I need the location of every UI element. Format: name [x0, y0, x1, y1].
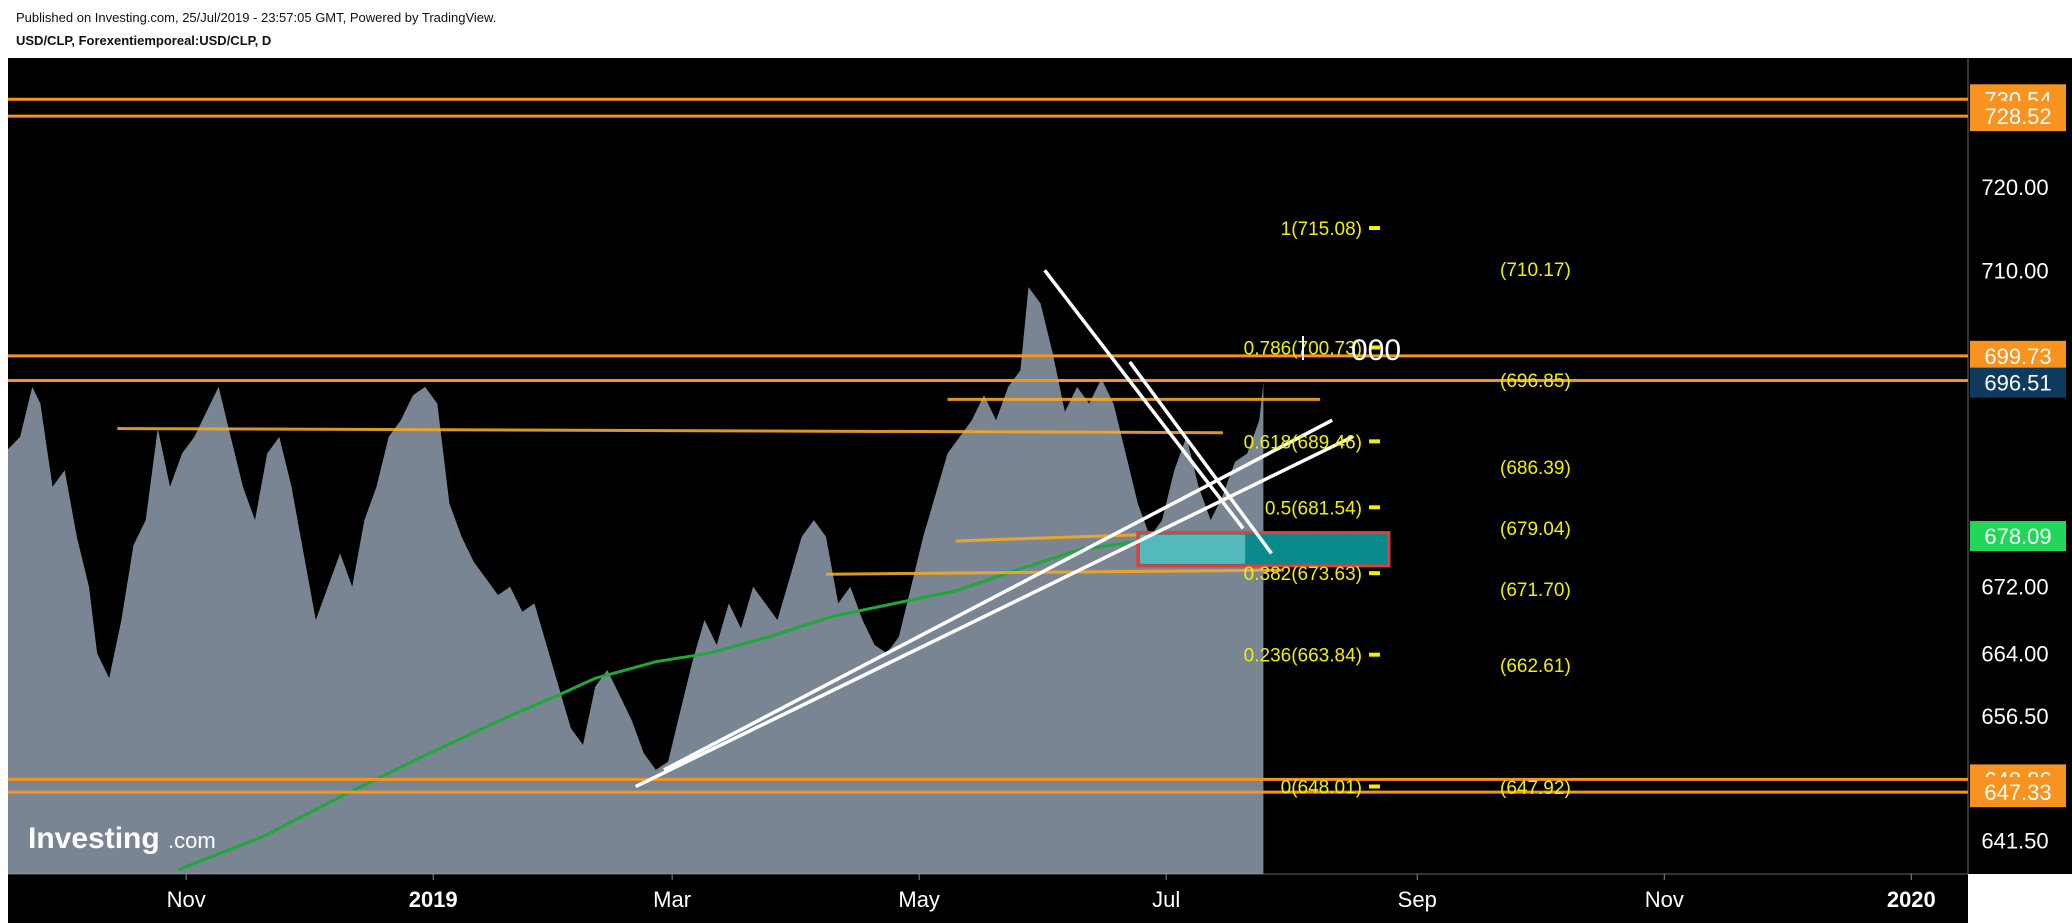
- chart-header: Published on Investing.com, 25/Jul/2019 …: [0, 0, 2072, 56]
- time-axis-background: [8, 874, 1968, 923]
- horizontal-levels-layer: [8, 97, 1968, 794]
- moving-average-layer: [177, 535, 1203, 872]
- target-label: (686.39): [1500, 458, 1571, 479]
- trend-line: [634, 435, 1354, 789]
- target-label: (662.61): [1500, 656, 1571, 677]
- x-tick-label: Sep: [1398, 887, 1437, 912]
- price-area-layer: [8, 287, 1264, 874]
- investing-watermark: Investing .com: [28, 822, 216, 855]
- support-line: [117, 427, 1223, 435]
- y-tick-label: 672.00: [1981, 575, 2048, 600]
- fib-label: 0.618(689.46): [1244, 432, 1362, 453]
- price-label-text: 699.73: [1984, 344, 2051, 369]
- price-axis-background: [1968, 58, 2072, 874]
- x-tick-label: Nov: [1645, 887, 1684, 912]
- fib-label: 0.236(663.84): [1244, 646, 1362, 667]
- fib-label: 0(648.01): [1281, 777, 1362, 798]
- target-label: (696.85): [1500, 371, 1571, 392]
- x-tick-label: Mar: [653, 887, 691, 912]
- target-label: (710.17): [1500, 260, 1571, 281]
- fib-label: 0.5(681.54): [1265, 498, 1362, 519]
- annotation-text: 000: [1351, 334, 1401, 367]
- trend-line: [663, 418, 1334, 772]
- zone-layer: [1136, 531, 1391, 568]
- price-label-text: 696.51: [1984, 371, 2051, 396]
- x-tick-label: May: [898, 887, 940, 912]
- y-tick-label: 664.00: [1981, 641, 2048, 666]
- price-label-text: 647.33: [1984, 780, 2051, 805]
- x-tick-label: 2019: [409, 887, 458, 912]
- annotation-layer: 000: [1302, 334, 1401, 367]
- target-label: (647.92): [1500, 778, 1571, 799]
- price-label-text: 728.52: [1984, 104, 2051, 129]
- watermark-brand: Investing: [28, 822, 160, 855]
- target-label: (671.70): [1500, 580, 1571, 601]
- y-tick-labels: 720.00 710.00 672.00 664.00 656.50 641.50: [1981, 175, 2048, 854]
- publish-info: Published on Investing.com, 25/Jul/2019 …: [16, 10, 497, 25]
- y-tick-label: 710.00: [1981, 258, 2048, 283]
- y-tick-label: 720.00: [1981, 175, 2048, 200]
- y-tick-label: 641.50: [1981, 829, 2048, 854]
- price-area: [8, 287, 1264, 874]
- price-labels: 730.54728.52699.73696.77696.51678.09648.…: [1970, 84, 2066, 808]
- y-tick-label: 656.50: [1981, 704, 2048, 729]
- x-tick-label: 2020: [1887, 887, 1936, 912]
- target-label: (679.04): [1500, 519, 1571, 540]
- moving-average-line: [177, 535, 1203, 872]
- fib-label: 1(715.08): [1281, 219, 1362, 240]
- x-tick-label: Jul: [1152, 887, 1180, 912]
- zone-highlight: [1139, 534, 1246, 564]
- fib-label: 0.382(673.63): [1244, 564, 1362, 585]
- x-tick-label: Nov: [167, 887, 206, 912]
- trend-line: [1043, 269, 1245, 530]
- price-label-box: [1970, 521, 2066, 552]
- price-label-box: [1970, 777, 2066, 808]
- price-label-box: [1970, 367, 2066, 398]
- trend-lines-layer: [634, 269, 1354, 789]
- watermark-suffix: .com: [168, 828, 216, 853]
- target-labels-layer: (710.17) (696.85) (686.39) (679.04) (671.70)…: [1500, 260, 1571, 799]
- trend-line: [1128, 360, 1273, 555]
- price-label-text: 678.09: [1984, 524, 2051, 549]
- price-label-box: [1970, 101, 2066, 132]
- symbol-label: USD/CLP, Forexentiemporeal:USD/CLP, D: [16, 33, 272, 48]
- x-tick-labels: Nov 2019 Mar May Jul Sep Nov 2020: [167, 874, 1936, 912]
- support-line: [826, 568, 1284, 576]
